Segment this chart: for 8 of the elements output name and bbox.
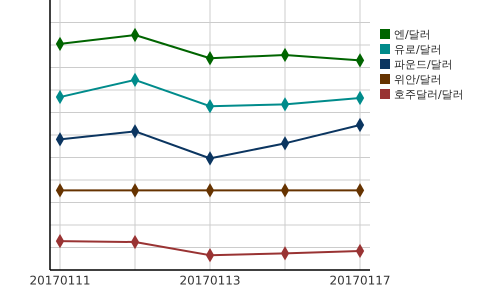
x-tick-label: 20170117	[329, 274, 391, 288]
legend-label: 위안/달러	[394, 73, 442, 86]
legend-label: 유로/달러	[394, 43, 442, 56]
x-tick-label: 20170111	[29, 274, 91, 288]
legend-label: 엔/달러	[394, 28, 431, 41]
x-tick-label: 20170113	[179, 274, 241, 288]
legend-label: 호주달러/달러	[394, 88, 464, 101]
legend-label: 파운드/달러	[394, 58, 453, 71]
